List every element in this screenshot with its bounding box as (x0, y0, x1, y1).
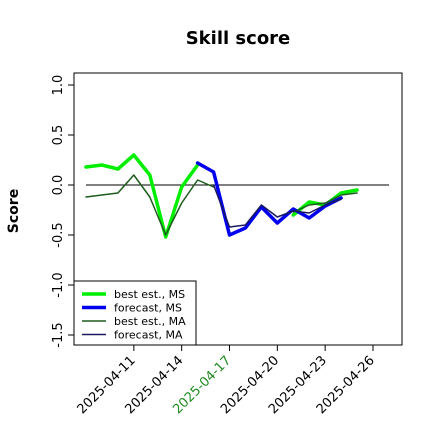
legend-label: forecast, MA (114, 329, 183, 342)
plot-frame (73, 72, 403, 346)
series-lines (84, 153, 359, 239)
y-tick-label: -1.5 (51, 322, 66, 347)
legend-label: forecast, MS (114, 302, 182, 315)
series-line (292, 192, 358, 213)
legend-label: best est., MS (114, 288, 185, 301)
y-tick-label: -0.5 (51, 222, 66, 247)
series-line (195, 161, 343, 237)
y-axis-label: Score (6, 189, 22, 233)
legend-label: best est., MA (114, 315, 186, 328)
series-line (84, 153, 200, 239)
y-tick-label: 0.0 (51, 175, 66, 196)
chart-title: Skill score (186, 28, 291, 49)
y-tick-label: -1.0 (51, 272, 66, 297)
x-axis: 2025-04-112025-04-142025-04-172025-04-20… (75, 345, 378, 417)
series-line (212, 184, 342, 228)
y-axis: 1.0 0.5 0.0 -0.5 -1.0 -1.5 (51, 75, 74, 348)
series-line (85, 174, 215, 236)
y-tick-label: 1.0 (51, 75, 66, 96)
y-tick-label: 0.5 (51, 125, 66, 146)
